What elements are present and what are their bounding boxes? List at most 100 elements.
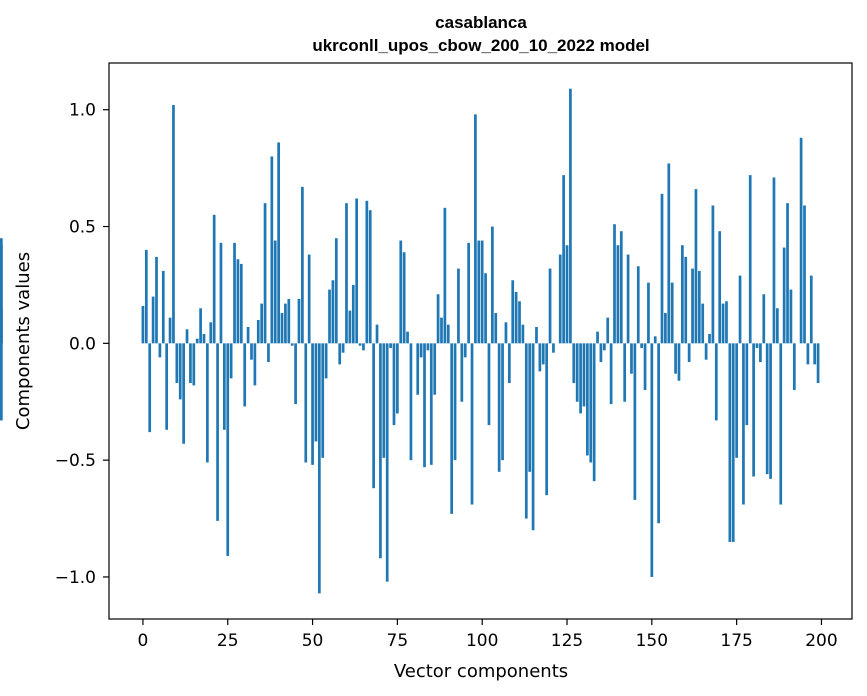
bar-157 (674, 343, 677, 374)
bar-199 (816, 343, 820, 384)
bar-100 (480, 240, 484, 344)
bar-117 (538, 343, 542, 372)
bar-180 (752, 343, 755, 477)
x-tick-label: 175 (720, 631, 752, 651)
bar-172 (725, 301, 728, 344)
bar-75 (396, 343, 399, 414)
bar-92 (453, 343, 457, 461)
bar-118 (541, 343, 545, 365)
bar-84 (426, 343, 430, 351)
bar-189 (782, 247, 786, 344)
bar-6 (161, 270, 165, 344)
bar-111 (518, 301, 521, 344)
bar-11 (178, 343, 182, 400)
bar-26 (229, 343, 233, 379)
bar-116 (535, 326, 538, 344)
bar-7 (165, 343, 169, 430)
bar-183 (762, 294, 766, 344)
bar-20 (209, 322, 213, 344)
bar-178 (745, 343, 749, 426)
bar-14 (189, 343, 192, 384)
bar-132 (589, 343, 593, 463)
bar-184 (765, 343, 769, 475)
bar-95 (463, 343, 467, 358)
bar-148 (643, 343, 647, 391)
bar-147 (640, 343, 644, 349)
bar-198 (813, 343, 817, 365)
y-tick-label: −0.5 (55, 451, 96, 471)
bar-149 (647, 282, 650, 344)
bar-150 (650, 343, 654, 577)
x-tick-label: 200 (805, 631, 837, 651)
bar-44 (290, 343, 294, 346)
bar-72 (385, 343, 389, 582)
bar-88 (440, 317, 443, 344)
bar-13 (185, 329, 189, 344)
bar-103 (491, 226, 494, 344)
bar-185 (769, 343, 772, 479)
bar-138 (609, 343, 613, 405)
bar-98 (474, 114, 477, 344)
bar-101 (484, 273, 487, 344)
bar-94 (460, 343, 464, 402)
bar-135 (599, 343, 603, 363)
bar-3 (151, 296, 155, 344)
y-axis-ticks: −1.0 −0.5 0.0 0.5 1.0 (55, 101, 109, 588)
bar-56 (331, 280, 335, 344)
bar-12 (182, 343, 185, 444)
bar-169 (714, 343, 718, 421)
bar-64 (358, 343, 362, 346)
plot-frame (108, 62, 853, 620)
bar-71 (382, 343, 386, 458)
bar-159 (681, 245, 684, 344)
bar-62 (351, 284, 355, 344)
bar-120 (548, 268, 552, 344)
bar-155 (667, 163, 671, 344)
bar-190 (786, 203, 789, 344)
x-axis-label: Vector components (394, 661, 568, 682)
bar-29 (239, 263, 243, 344)
bar-121 (552, 343, 555, 353)
bar-53 (321, 343, 325, 458)
bar-108 (507, 343, 511, 384)
bar-54 (324, 343, 328, 379)
bar-154 (664, 312, 667, 344)
bar-168 (711, 205, 715, 344)
bar-109 (511, 280, 515, 344)
bar-45 (294, 343, 297, 405)
bar-65 (362, 343, 365, 351)
bar-192 (792, 343, 796, 391)
bar-106 (501, 343, 504, 461)
bar-174 (731, 343, 735, 542)
bar-68 (372, 343, 375, 489)
bar-114 (528, 343, 532, 472)
chart-subtitle: ukrconll_upos_cbow_200_10_2022 model (312, 36, 649, 55)
bar-78 (406, 331, 409, 344)
bar-153 (660, 193, 664, 344)
bar-69 (375, 324, 379, 344)
bar-127 (572, 343, 576, 384)
bar-126 (569, 88, 572, 344)
bar-57 (334, 238, 338, 344)
bar-49 (307, 254, 311, 344)
bar-181 (755, 343, 759, 349)
bar-124 (562, 175, 565, 344)
x-tick-label: 125 (551, 631, 583, 651)
bar-22 (216, 343, 219, 521)
bar-21 (212, 214, 216, 344)
x-tick-label: 0 (138, 631, 149, 651)
bar-160 (684, 256, 688, 344)
bar-55 (328, 289, 331, 344)
bar-76 (399, 240, 403, 344)
bar-5 (158, 343, 162, 358)
bar-170 (718, 231, 722, 344)
bar-30 (243, 343, 247, 407)
y-axis-label: Components values (13, 252, 34, 430)
bar-163 (694, 189, 698, 344)
bar-19 (206, 343, 209, 463)
bar-87 (436, 294, 440, 344)
bar-158 (677, 343, 681, 381)
bar-196 (806, 343, 810, 365)
bar-16 (195, 338, 199, 344)
y-tick-label: 0.0 (69, 334, 96, 354)
